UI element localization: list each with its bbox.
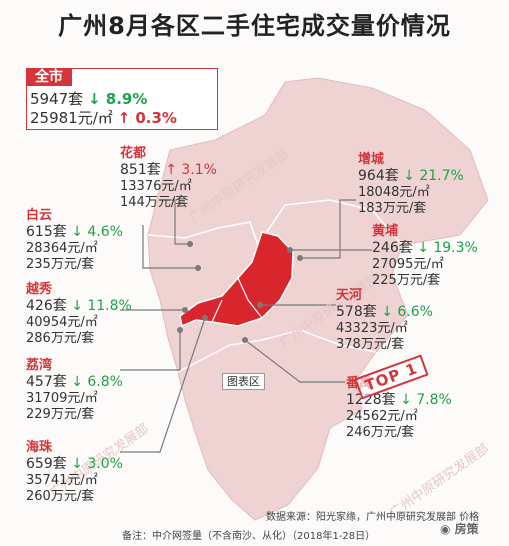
- border-zengcheng: [257, 199, 403, 246]
- district-change: ↓ 21.7%: [403, 168, 464, 184]
- district-name: 越秀: [26, 282, 53, 297]
- district-price: 18048元/㎡: [358, 185, 430, 200]
- district-change: ↓ 3.0%: [71, 456, 123, 472]
- district-yuexiu: 越秀 426套 ↓ 11.8% 40954元/㎡ 286万元/套: [26, 282, 132, 347]
- district-volume: 578套: [336, 304, 377, 320]
- district-total: 144万元/套: [120, 195, 189, 210]
- district-price: 35741元/㎡: [26, 473, 98, 488]
- district-price: 24562元/㎡: [346, 409, 418, 424]
- district-volume: 246套: [372, 240, 413, 256]
- district-change: ↓ 7.8%: [400, 392, 452, 408]
- whole-city-volume: 5947套: [30, 90, 84, 108]
- whole-city-volume-line: 5947套 ↓ 8.9%: [30, 88, 147, 109]
- district-total: 246万元/套: [346, 425, 415, 440]
- district-total: 183万元/套: [358, 201, 427, 216]
- district-change: ↑ 3.1%: [165, 162, 217, 178]
- chart-area-label[interactable]: 图表区: [222, 373, 265, 390]
- district-tianhe: 天河 578套 ↓ 6.6% 43323元/㎡ 378万元/套: [336, 288, 433, 353]
- district-name: 黄埔: [372, 224, 399, 239]
- district-baiyun: 白云 615套 ↓ 4.6% 28364元/㎡ 235万元/套: [26, 208, 123, 273]
- brand-text: 房策: [454, 522, 479, 536]
- district-name: 海珠: [26, 440, 53, 455]
- brand-icon: ◉: [440, 522, 451, 536]
- district-price: 13376元/㎡: [120, 179, 192, 194]
- border-panyu: [177, 329, 377, 373]
- district-change: ↓ 4.6%: [71, 224, 123, 240]
- source-tail: 价格: [459, 512, 480, 523]
- district-volume: 457套: [26, 374, 67, 390]
- district-name: 荔湾: [26, 358, 53, 373]
- border-core-2: [211, 299, 223, 323]
- source-text: 数据来源：阳光家缘，广州中原研究发展部: [266, 512, 456, 523]
- district-change: ↓ 19.3%: [417, 240, 478, 256]
- district-total: 286万元/套: [26, 331, 95, 346]
- district-change: ↓ 11.8%: [71, 298, 132, 314]
- whole-city-price-change: ↑ 0.3%: [117, 109, 177, 127]
- district-name: 天河: [336, 288, 363, 303]
- footnote: 备注：中介网签量（不含南沙、从化）（2018年1-28日）: [122, 531, 376, 542]
- district-total: 378万元/套: [336, 337, 405, 352]
- district-total: 260万元/套: [26, 489, 95, 504]
- whole-city-price: 25981元/㎡: [30, 109, 113, 127]
- district-total: 229万元/套: [26, 407, 95, 422]
- whole-city-price-line: 25981元/㎡ ↑ 0.3%: [30, 107, 177, 128]
- district-change: ↓ 6.8%: [71, 374, 123, 390]
- district-price: 40954元/㎡: [26, 315, 98, 330]
- leader-dots: [177, 241, 303, 343]
- district-total: 235万元/套: [26, 257, 95, 272]
- leader-lines: [120, 199, 372, 453]
- source-note: 数据来源：阳光家缘，广州中原研究发展部 价格: [266, 508, 479, 523]
- district-volume: 851套: [120, 162, 161, 178]
- whole-city-label: 全市: [26, 68, 72, 86]
- district-name: 白云: [26, 208, 53, 223]
- brand-logo: ◉ 房策: [440, 520, 479, 537]
- district-name: 增城: [358, 152, 385, 167]
- district-volume: 615套: [26, 224, 67, 240]
- map-outer-region: [147, 77, 489, 521]
- district-liwan: 荔湾 457套 ↓ 6.8% 31709元/㎡ 229万元/套: [26, 358, 123, 423]
- district-price: 43323元/㎡: [336, 321, 408, 336]
- district-huangpu: 黄埔 246套 ↓ 19.3% 27095元/㎡ 225万元/套: [372, 224, 478, 289]
- whole-city-volume-change: ↓ 8.9%: [87, 90, 148, 108]
- page-title: 广州8月各区二手住宅成交量价情况: [58, 12, 451, 40]
- district-price: 27095元/㎡: [372, 257, 444, 272]
- district-price: 31709元/㎡: [26, 391, 98, 406]
- district-haizhu: 海珠 659套 ↓ 3.0% 35741元/㎡ 260万元/套: [26, 440, 123, 505]
- district-change: ↓ 6.6%: [381, 304, 433, 320]
- district-huadu: 花都 851套 ↑ 3.1% 13376元/㎡ 144万元/套: [120, 146, 217, 211]
- border-core-1: [237, 277, 263, 319]
- district-total: 225万元/套: [372, 273, 441, 288]
- border-baiyun-huadu: [147, 221, 259, 246]
- district-volume: 659套: [26, 456, 67, 472]
- district-zengcheng: 增城 964套 ↓ 21.7% 18048元/㎡ 183万元/套: [358, 152, 464, 217]
- district-price: 28364元/㎡: [26, 241, 98, 256]
- district-name: 花都: [120, 146, 147, 161]
- district-volume: 964套: [358, 168, 399, 184]
- district-volume: 1228套: [346, 392, 396, 408]
- district-volume: 426套: [26, 298, 67, 314]
